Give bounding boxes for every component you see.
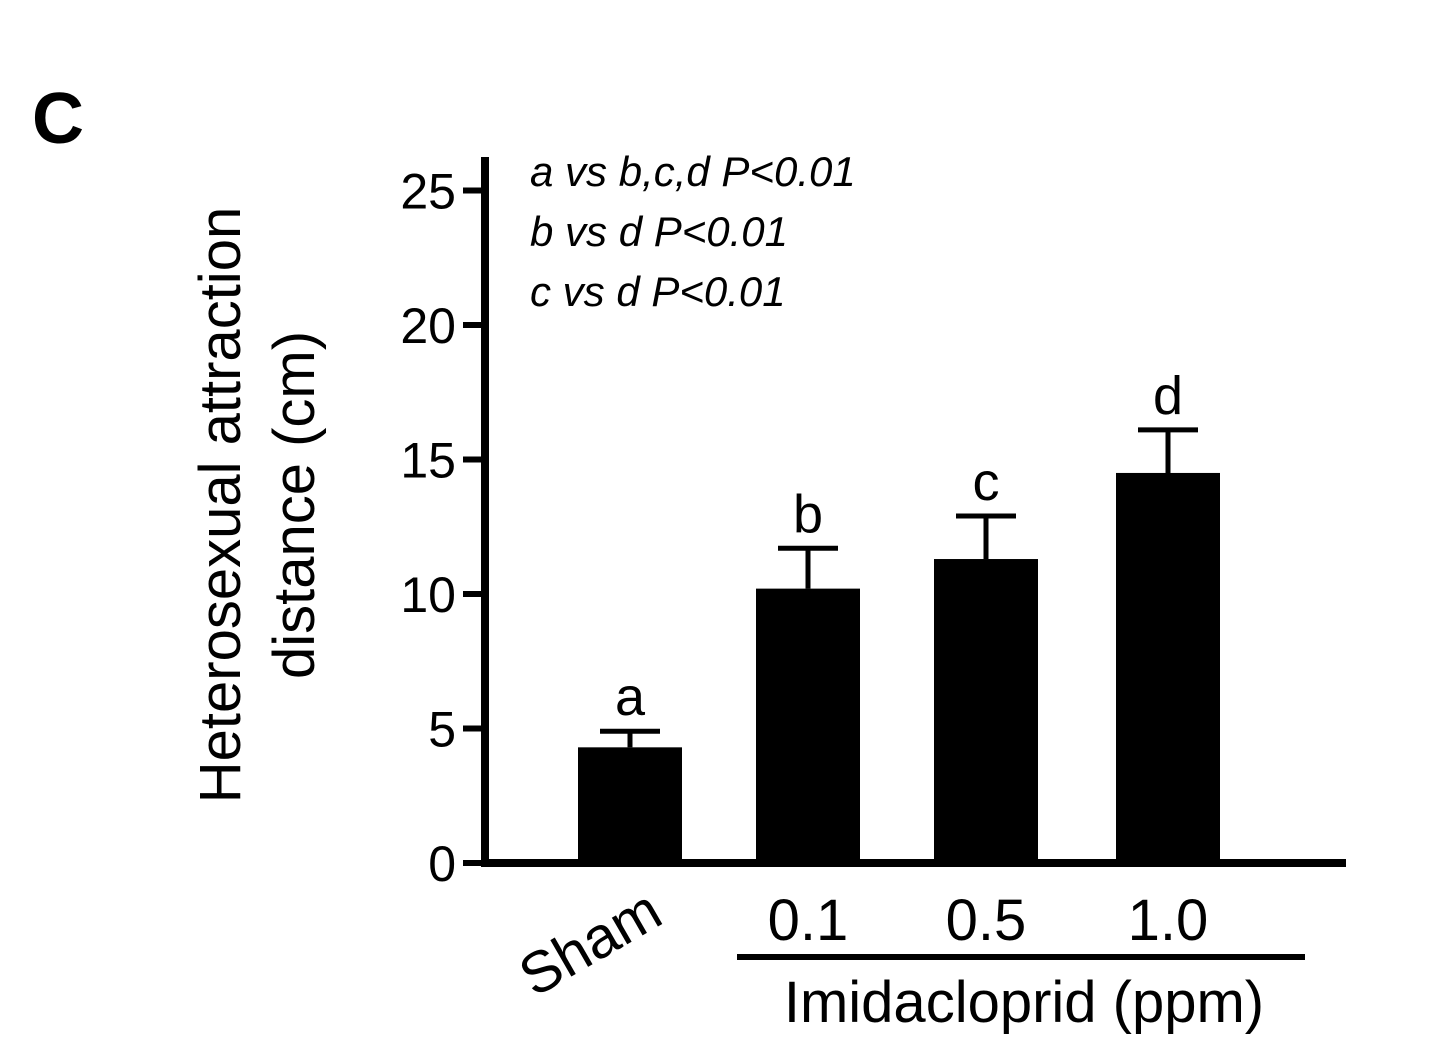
significance-label-3: d: [1153, 366, 1183, 426]
y-tick-label-1: 5: [428, 702, 456, 758]
y-axis-title-line-1: Heterosexual attraction: [188, 207, 253, 803]
annotation-line-2: b vs d P<0.01: [530, 208, 788, 255]
annotation-block: a vs b,c,d P<0.01 b vs d P<0.01 c vs d P…: [530, 148, 856, 315]
y-tick-label-0: 0: [428, 836, 456, 892]
y-tick-label-2: 10: [400, 567, 456, 623]
y-axis-title: Heterosexual attraction distance (cm): [188, 207, 327, 803]
y-axis-ticks: 0 5 10 15 20 25: [400, 164, 485, 892]
annotation-line-3: c vs d P<0.01: [530, 268, 786, 315]
panel-label: C: [32, 79, 84, 159]
y-tick-label-5: 25: [400, 164, 456, 220]
bar-2: [934, 559, 1038, 863]
significance-label-1: b: [793, 484, 823, 544]
significance-label-2: c: [973, 452, 1000, 512]
bar-0: [578, 747, 682, 863]
significance-label-0: a: [615, 667, 646, 727]
bar-3: [1116, 472, 1220, 863]
y-tick-label-4: 20: [400, 298, 456, 354]
bar-1: [756, 588, 860, 863]
x-axis-category-labels: Sham 0.1 0.5 1.0: [508, 877, 1208, 1009]
annotation-line-1: a vs b,c,d P<0.01: [530, 148, 856, 195]
x-category-label-1: 0.1: [768, 888, 849, 953]
y-axis-title-line-2: distance (cm): [262, 331, 327, 679]
x-category-label-3: 1.0: [1128, 888, 1209, 953]
x-category-label-2: 0.5: [946, 888, 1027, 953]
bars: a b c d: [578, 366, 1220, 863]
x-axis-title: Imidacloprid (ppm): [784, 970, 1264, 1035]
y-tick-label-3: 15: [400, 433, 456, 489]
x-category-label-0: Sham: [508, 877, 672, 1009]
